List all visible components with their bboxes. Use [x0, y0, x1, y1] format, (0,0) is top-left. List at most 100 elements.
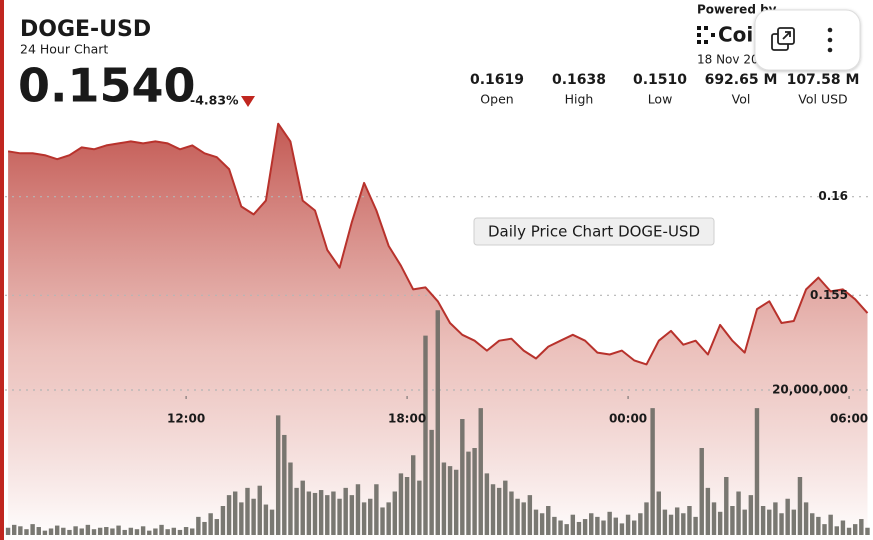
stat-label: Vol: [732, 92, 751, 107]
volume-bar: [699, 448, 704, 535]
volume-bar: [662, 509, 668, 535]
volume-bar: [404, 477, 410, 535]
stat-value: 692.65 M: [705, 72, 778, 88]
volume-bar: [619, 523, 625, 535]
volume-bar: [349, 495, 355, 535]
volume-bar: [754, 408, 760, 535]
volume-bar: [165, 529, 170, 535]
y-tick-label: 0.155: [810, 288, 848, 302]
volume-bar: [128, 527, 134, 535]
stat-label: Vol USD: [798, 92, 847, 107]
volume-bar: [705, 487, 711, 535]
volume-bar: [791, 509, 797, 535]
volume-bar: [478, 408, 483, 535]
bar-layer: [5, 310, 870, 535]
volume-bar: [42, 530, 48, 535]
volume-bar: [435, 310, 440, 535]
volume-bar: [441, 462, 447, 535]
volume-bar: [263, 504, 269, 535]
volume-bar: [503, 480, 508, 535]
volume-bar: [30, 524, 35, 535]
volume-bar: [803, 502, 809, 535]
volume-bar: [570, 514, 576, 535]
volume-bar: [104, 527, 109, 535]
volume-bar: [674, 507, 680, 535]
volume-bar: [852, 524, 858, 535]
volume-bar: [239, 502, 244, 535]
volume-bar: [767, 509, 772, 535]
volume-bar: [840, 520, 846, 535]
stat-value: 107.58 M: [787, 72, 860, 88]
volume-bar: [484, 473, 490, 535]
x-tick-label: 18:00: [388, 412, 426, 426]
volume-bar: [79, 528, 84, 535]
volume-bar: [742, 509, 747, 535]
stats: 0.1619 Open 0.1638 High 0.1510 Low 692.65 M Vol…: [470, 72, 859, 107]
volume-bar: [828, 514, 833, 535]
toolbar-box: [754, 9, 861, 71]
volume-bar: [24, 529, 29, 535]
volume-bar: [190, 528, 195, 535]
volume-bar: [650, 408, 655, 535]
down-arrow: [241, 96, 255, 107]
volume-bar: [681, 513, 686, 535]
volume-bar: [601, 520, 606, 535]
volume-bar: [564, 524, 569, 535]
volume-bar: [730, 506, 735, 535]
subtitle: 24 Hour Chart: [20, 42, 108, 57]
plot-area: 0.155 0.16 12:00 18:00 00:00 06:00 20,000,000: [5, 122, 873, 540]
volume-bar: [257, 485, 262, 535]
volume-bar: [147, 530, 152, 535]
volume-bar: [202, 521, 207, 535]
volume-bar: [865, 527, 870, 535]
volume-bar: [453, 469, 459, 535]
volume-bar: [717, 511, 723, 535]
volume-bar: [668, 514, 674, 535]
volume-bar: [595, 516, 600, 535]
popout-button[interactable]: [771, 27, 795, 51]
volume-bar: [36, 527, 41, 535]
x-tick-label: 12:00: [167, 412, 205, 426]
volume-bar: [91, 529, 97, 535]
volume-bar: [337, 498, 342, 535]
volume-bar: [153, 528, 158, 535]
volume-bar: [306, 491, 312, 535]
volume-bar: [496, 487, 502, 535]
menu-button[interactable]: [827, 27, 833, 53]
volume-bar: [226, 495, 232, 535]
stat-value: 0.1510: [633, 72, 687, 88]
volume-bar: [429, 429, 434, 535]
volume-bar: [85, 524, 91, 535]
volume-bar: [355, 484, 361, 535]
volume-bar: [779, 513, 784, 535]
stat-label: Low: [648, 92, 673, 107]
volume-bar: [54, 525, 60, 535]
volume-bar: [773, 502, 778, 535]
chart-title: Daily Price Chart DOGE-USD: [488, 223, 700, 241]
volume-bar: [61, 527, 66, 535]
volume-bar: [834, 526, 839, 535]
y-tick-label: 20,000,000: [772, 383, 848, 397]
volume-bar: [509, 491, 514, 535]
price: 0.1540: [18, 59, 196, 113]
volume-bar: [631, 520, 637, 535]
toolbar: [754, 9, 861, 71]
volume-bar: [527, 495, 533, 535]
volume-bar: [275, 415, 281, 535]
volume-bar: [245, 487, 250, 535]
volume-bar: [748, 495, 754, 535]
volume-bar: [300, 480, 305, 535]
change: -4.83%: [190, 93, 239, 108]
volume-bar: [18, 526, 23, 535]
volume-bar: [214, 519, 219, 535]
volume-bar: [417, 480, 422, 535]
volume-bar: [183, 527, 189, 535]
line-layer: [7, 122, 869, 366]
volume-bar: [110, 528, 115, 535]
volume-bar: [711, 502, 717, 535]
volume-bar: [447, 466, 453, 535]
volume-bar: [687, 506, 692, 535]
volume-bar: [134, 529, 140, 535]
volume-bar: [521, 502, 526, 535]
